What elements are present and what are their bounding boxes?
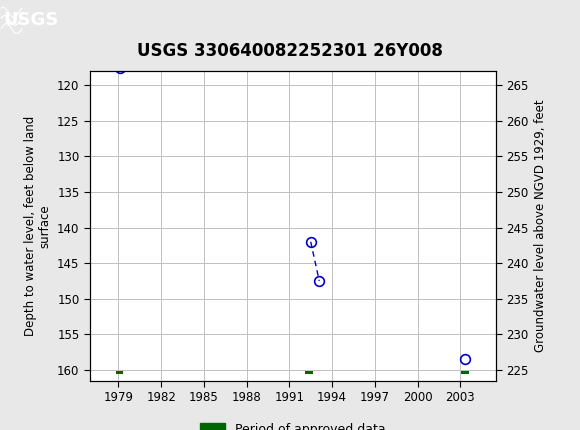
Legend: Period of approved data: Period of approved data bbox=[195, 418, 391, 430]
Y-axis label: Depth to water level, feet below land
surface: Depth to water level, feet below land su… bbox=[24, 116, 52, 336]
Text: USGS 330640082252301 26Y008: USGS 330640082252301 26Y008 bbox=[137, 42, 443, 60]
Text: USGS: USGS bbox=[3, 12, 58, 29]
Bar bbox=[116, 371, 124, 374]
Bar bbox=[305, 371, 313, 374]
Bar bbox=[461, 371, 469, 374]
Y-axis label: Groundwater level above NGVD 1929, feet: Groundwater level above NGVD 1929, feet bbox=[534, 99, 548, 352]
